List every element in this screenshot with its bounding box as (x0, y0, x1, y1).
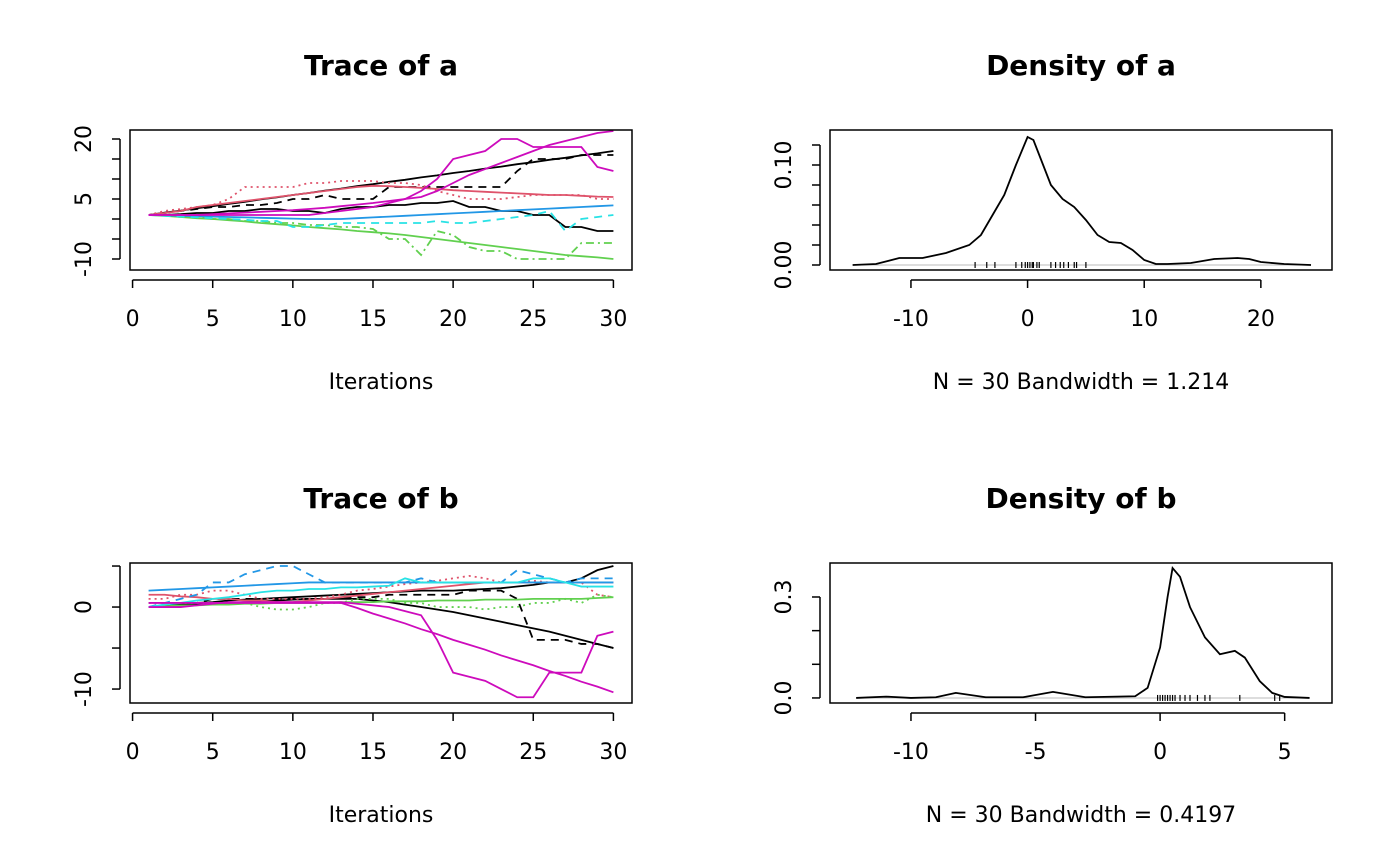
x-tick-label: 15 (359, 307, 387, 332)
trace-line (148, 200, 614, 232)
x-tick-label: 5 (206, 740, 220, 765)
y-tick-label: -10 (72, 241, 97, 277)
trace-line (148, 214, 614, 260)
panel-title: Trace of a (304, 49, 458, 82)
x-tick-label: 20 (439, 307, 467, 332)
x-tick-label: 15 (359, 740, 387, 765)
trace-line (148, 138, 614, 216)
trace-line (148, 209, 614, 233)
x-tick-label: 10 (279, 307, 307, 332)
trace-line (148, 593, 614, 611)
trace-line (148, 154, 614, 216)
x-axis-label: N = 30 Bandwidth = 1.214 (933, 370, 1229, 395)
x-tick-label: 25 (519, 740, 547, 765)
plot-frame (829, 562, 1333, 704)
x-axis-label: Iterations (329, 803, 434, 828)
x-tick-label: 25 (519, 307, 547, 332)
trace-line (148, 602, 614, 694)
y-tick-label: 20 (72, 125, 97, 153)
x-tick-label: 30 (599, 740, 627, 765)
plot-frame (129, 562, 633, 704)
x-tick-label: 5 (206, 307, 220, 332)
trace-line (148, 184, 614, 216)
y-tick-label: 0.00 (772, 241, 797, 290)
x-tick-label: 20 (1247, 307, 1275, 332)
x-tick-label: 0 (1021, 307, 1035, 332)
x-axis-label: N = 30 Bandwidth = 0.4197 (926, 803, 1236, 828)
trace-line (148, 180, 614, 216)
x-tick-label: -10 (893, 307, 929, 332)
panel-title: Density of a (986, 49, 1176, 82)
panel-title: Trace of b (303, 482, 458, 515)
x-tick-label: 30 (599, 307, 627, 332)
trace-line (148, 130, 614, 216)
y-tick-label: 0.0 (772, 680, 797, 715)
x-tick-label: 20 (439, 740, 467, 765)
panel-title: Density of b (985, 482, 1176, 515)
y-tick-label: 5 (72, 192, 97, 206)
y-tick-label: -10 (72, 671, 97, 707)
x-tick-label: -5 (1025, 740, 1047, 765)
x-tick-label: -10 (893, 740, 929, 765)
x-tick-label: 0 (126, 740, 140, 765)
y-tick-label: 0.10 (772, 141, 797, 190)
density-line (852, 135, 1312, 266)
trace-line (148, 204, 614, 220)
trace-line (148, 596, 614, 608)
x-tick-label: 5 (1278, 740, 1292, 765)
trace-line (148, 565, 614, 608)
trace-line (148, 577, 614, 608)
trace-line (148, 574, 614, 600)
x-tick-label: 10 (1130, 307, 1158, 332)
y-tick-label: 0 (72, 600, 97, 614)
x-tick-label: 0 (1153, 740, 1167, 765)
plot-frame (129, 129, 633, 271)
x-tick-label: 0 (126, 307, 140, 332)
x-tick-label: 10 (279, 740, 307, 765)
trace-line (148, 214, 614, 260)
plot-frame (829, 129, 1333, 271)
y-tick-label: 0.3 (772, 579, 797, 614)
density-line (856, 566, 1310, 699)
x-axis-label: Iterations (329, 370, 434, 395)
